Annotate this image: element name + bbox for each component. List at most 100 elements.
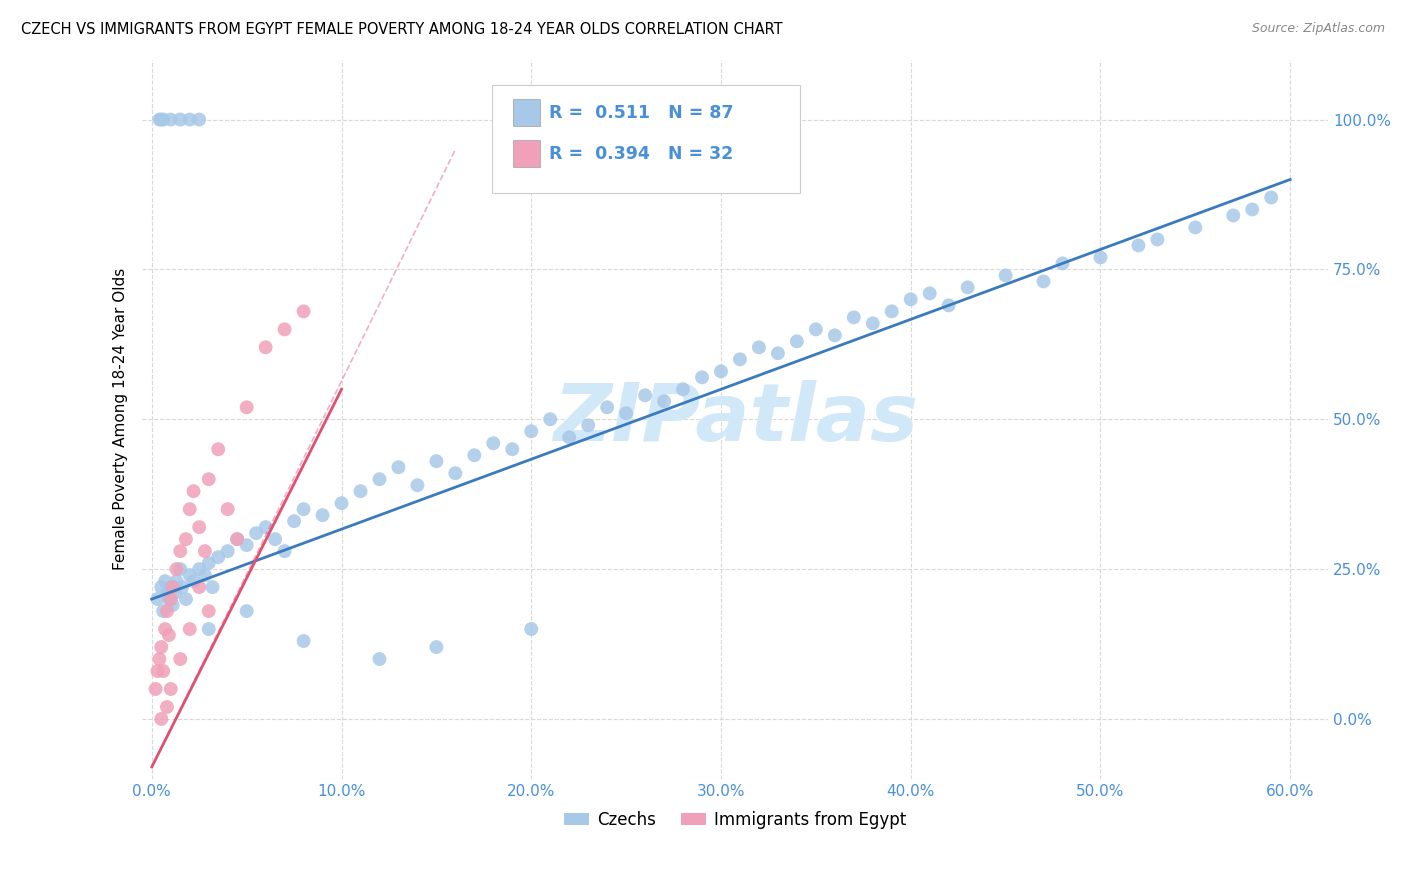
Point — [162, 598, 184, 612]
Point — [1260, 190, 1282, 204]
Point — [1222, 209, 1244, 223]
Point — [292, 634, 315, 648]
Point — [145, 681, 167, 696]
Text: ZIPatlas: ZIPatlas — [553, 380, 918, 458]
Point — [169, 562, 191, 576]
Point — [194, 544, 217, 558]
Point — [994, 268, 1017, 283]
Point — [148, 112, 170, 127]
Point — [482, 436, 505, 450]
Text: R =  0.511   N = 87: R = 0.511 N = 87 — [550, 103, 734, 122]
Point — [217, 544, 239, 558]
Point — [159, 580, 181, 594]
Point — [179, 622, 201, 636]
Point — [824, 328, 846, 343]
Point — [153, 622, 176, 636]
Point — [150, 712, 173, 726]
Point — [406, 478, 429, 492]
Point — [245, 526, 267, 541]
Point — [766, 346, 789, 360]
Point — [596, 401, 619, 415]
Point — [292, 502, 315, 516]
Point — [226, 532, 249, 546]
Point — [900, 293, 922, 307]
Point — [197, 604, 219, 618]
Point — [1241, 202, 1264, 217]
Point — [425, 640, 447, 654]
Point — [463, 448, 485, 462]
Point — [197, 556, 219, 570]
Point — [169, 544, 191, 558]
Point — [217, 502, 239, 516]
Point — [444, 467, 467, 481]
Point — [880, 304, 903, 318]
Point — [425, 454, 447, 468]
Legend: Czechs, Immigrants from Egypt: Czechs, Immigrants from Egypt — [557, 804, 914, 835]
Point — [1184, 220, 1206, 235]
Point — [748, 340, 770, 354]
Point — [183, 574, 205, 588]
Point — [1146, 232, 1168, 246]
Point — [188, 580, 211, 594]
Point — [368, 652, 391, 666]
Point — [166, 574, 188, 588]
Point — [804, 322, 827, 336]
Point — [254, 520, 277, 534]
Point — [156, 586, 179, 600]
Point — [292, 304, 315, 318]
Point — [786, 334, 808, 349]
Point — [690, 370, 713, 384]
Point — [634, 388, 657, 402]
Point — [264, 532, 287, 546]
Point — [150, 112, 173, 127]
Point — [201, 580, 224, 594]
Point — [156, 700, 179, 714]
FancyBboxPatch shape — [492, 85, 800, 193]
Point — [387, 460, 409, 475]
Point — [273, 322, 295, 336]
Point — [146, 664, 169, 678]
Point — [152, 112, 174, 127]
Point — [179, 112, 201, 127]
Point — [197, 622, 219, 636]
Point — [197, 472, 219, 486]
Point — [842, 310, 865, 325]
Point — [157, 592, 180, 607]
Text: Source: ZipAtlas.com: Source: ZipAtlas.com — [1251, 22, 1385, 36]
Point — [349, 484, 371, 499]
Point — [153, 574, 176, 588]
Point — [150, 580, 173, 594]
Point — [254, 340, 277, 354]
Point — [163, 586, 186, 600]
Point — [156, 604, 179, 618]
Point — [728, 352, 751, 367]
Point — [938, 298, 960, 312]
Point — [174, 592, 197, 607]
Point — [152, 664, 174, 678]
FancyBboxPatch shape — [513, 99, 540, 127]
Point — [614, 406, 637, 420]
Point — [710, 364, 733, 378]
Point — [672, 382, 695, 396]
Point — [501, 442, 523, 457]
Point — [538, 412, 561, 426]
Point — [558, 430, 581, 444]
Point — [283, 514, 305, 528]
Point — [235, 538, 257, 552]
Point — [311, 508, 333, 523]
Point — [166, 562, 188, 576]
Point — [194, 568, 217, 582]
Point — [918, 286, 941, 301]
Text: CZECH VS IMMIGRANTS FROM EGYPT FEMALE POVERTY AMONG 18-24 YEAR OLDS CORRELATION : CZECH VS IMMIGRANTS FROM EGYPT FEMALE PO… — [21, 22, 783, 37]
Point — [150, 640, 173, 654]
Point — [162, 580, 184, 594]
Point — [330, 496, 353, 510]
Y-axis label: Female Poverty Among 18-24 Year Olds: Female Poverty Among 18-24 Year Olds — [114, 268, 128, 570]
Point — [169, 112, 191, 127]
Point — [576, 418, 599, 433]
Point — [159, 112, 181, 127]
Point — [172, 580, 194, 594]
Point — [183, 484, 205, 499]
Point — [152, 604, 174, 618]
Point — [148, 652, 170, 666]
